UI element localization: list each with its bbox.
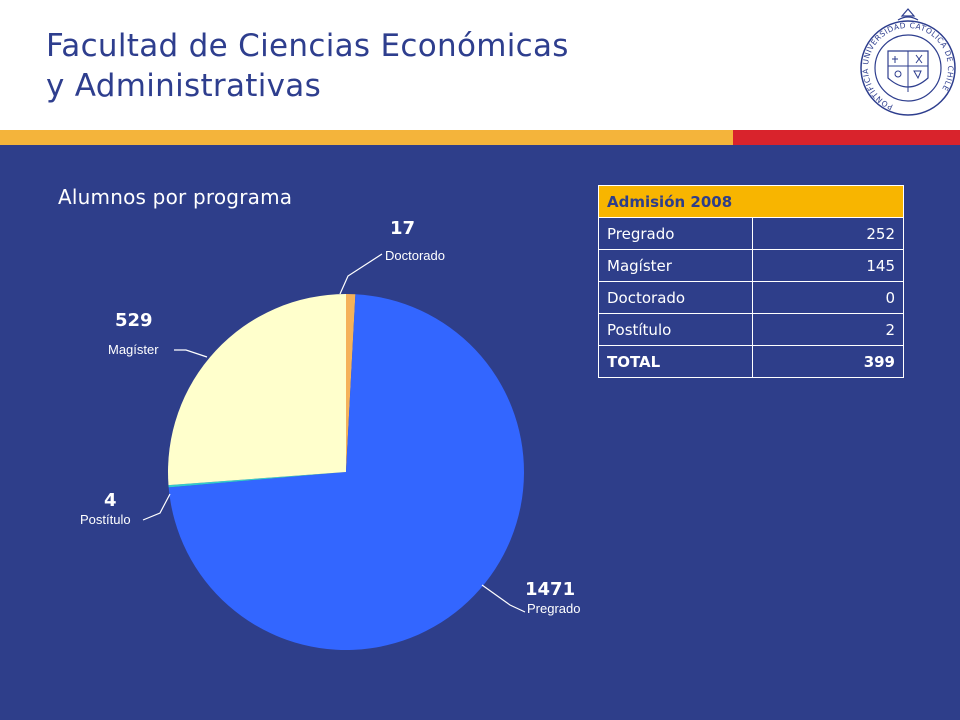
slide-title-line-2: y Administrativas [46, 68, 322, 104]
slide-body: Alumnos por programa 17 Doctorado 1471 Preg… [0, 145, 960, 720]
leader-line-mag-ster [174, 349, 208, 358]
leader-line-post-tulo [142, 493, 171, 521]
university-seal-logo: PONTIFICIA UNIVERSIDAD CATOLICA DE CHILE [860, 8, 956, 116]
header-stripe-red [733, 130, 960, 145]
data-label-name-pregrado: Pregrado [527, 601, 580, 616]
pie-slice-post-tulo [168, 472, 346, 488]
pie-slice-pregrado [168, 294, 524, 650]
data-label-name-post-tulo: Postítulo [80, 512, 131, 527]
leader-line-doctorado [339, 253, 383, 295]
admission-table-header-row: Admisión 2008 [598, 185, 904, 218]
admission-table-header: Admisión 2008 [598, 185, 904, 218]
chart-title: Alumnos por programa [58, 185, 293, 209]
data-label-value-doctorado: 17 [390, 218, 415, 239]
table-row-label: Postítulo [598, 313, 753, 346]
table-row-label: Doctorado [598, 281, 753, 314]
slide-title-line-1: Facultad de Ciencias Económicas [46, 28, 569, 64]
table-row-value: 2 [752, 313, 904, 346]
header-stripe-gold [0, 130, 733, 145]
slide-title: Facultad de Ciencias Económicas y Admini… [46, 26, 569, 106]
table-row-value: 0 [752, 281, 904, 314]
table-total-value: 399 [752, 345, 904, 378]
table-row: Magíster 145 [598, 249, 904, 282]
data-label-name-mag-ster: Magíster [108, 342, 159, 357]
admission-table: Admisión 2008 Pregrado 252 Magíster 145 … [598, 185, 904, 378]
pie-slice-mag-ster [167, 294, 346, 486]
slide-header: Facultad de Ciencias Económicas y Admini… [0, 0, 960, 130]
table-row: Postítulo 2 [598, 313, 904, 346]
table-row-value: 252 [752, 217, 904, 250]
table-row-value: 145 [752, 249, 904, 282]
table-row-label: Pregrado [598, 217, 753, 250]
data-label-name-doctorado: Doctorado [385, 248, 445, 263]
table-row-label: Magíster [598, 249, 753, 282]
data-label-value-mag-ster: 529 [115, 310, 153, 331]
pie-slice-doctorado [346, 294, 356, 472]
leader-line-pregrado [481, 584, 526, 613]
data-label-value-pregrado: 1471 [525, 579, 575, 600]
table-row: Pregrado 252 [598, 217, 904, 250]
data-label-value-post-tulo: 4 [104, 490, 117, 511]
table-total-row: TOTAL 399 [598, 345, 904, 378]
table-row: Doctorado 0 [598, 281, 904, 314]
table-total-label: TOTAL [598, 345, 753, 378]
